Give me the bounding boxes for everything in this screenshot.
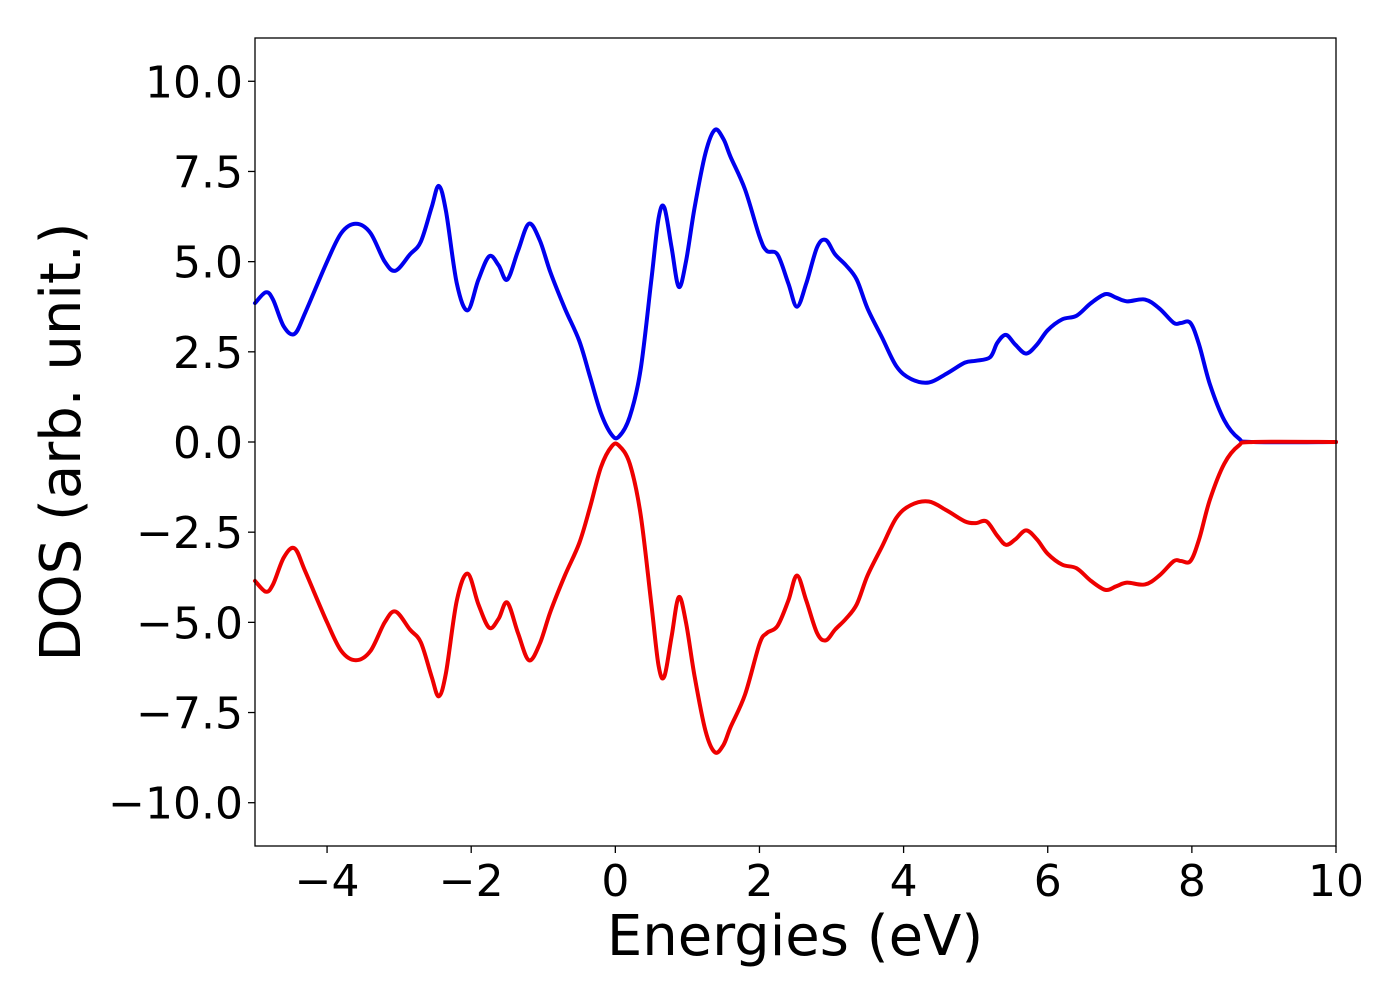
y-axis: 10.0 7.5 5.0 2.5 0.0 −2.5 −5.0 −7.5 −10.0	[108, 57, 255, 830]
x-tick-label: −4	[295, 856, 360, 907]
y-tick-label: −2.5	[136, 508, 243, 559]
y-tick-label: 7.5	[173, 147, 243, 198]
x-axis-label: Energies (eV)	[607, 904, 983, 969]
x-tick-label: 0	[601, 856, 629, 907]
series-line-positive	[253, 127, 1338, 445]
x-tick-label: 6	[1034, 856, 1062, 907]
x-tick-label: 2	[745, 856, 773, 907]
x-tick-label: −2	[439, 856, 504, 907]
y-tick-label: −10.0	[108, 779, 243, 830]
x-tick-label: 10	[1308, 856, 1364, 907]
series-line-negative	[253, 439, 1338, 755]
y-tick-label: 2.5	[173, 328, 243, 379]
series-layer	[253, 127, 1338, 755]
y-tick-label: −7.5	[136, 689, 243, 740]
y-tick-label: 0.0	[173, 418, 243, 469]
y-axis-label: DOS (arb. unit.)	[29, 222, 94, 661]
y-tick-label: 5.0	[173, 238, 243, 289]
y-tick-label: −5.0	[136, 598, 243, 649]
x-tick-label: 4	[890, 856, 918, 907]
y-tick-label: 10.0	[145, 57, 243, 108]
x-tick-label: 8	[1178, 856, 1206, 907]
x-axis: −4 −2 0 2 4 6 8 10	[295, 846, 1364, 907]
